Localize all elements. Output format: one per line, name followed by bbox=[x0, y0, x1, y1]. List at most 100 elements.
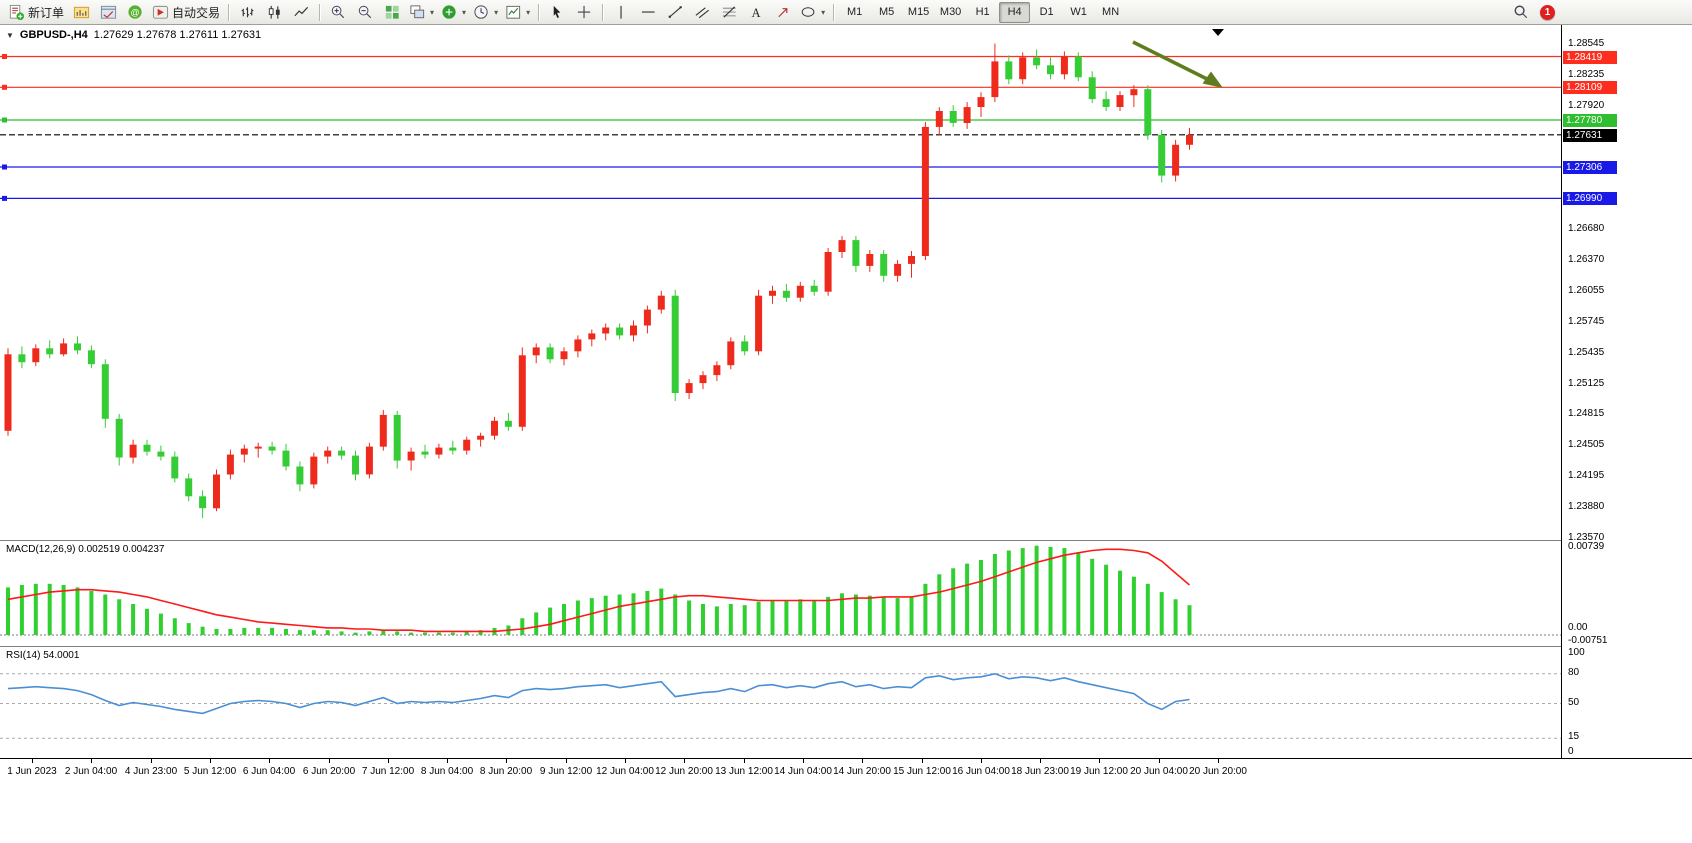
candle-body bbox=[87, 350, 95, 365]
time-tick bbox=[803, 759, 804, 763]
candle-body bbox=[1047, 65, 1054, 75]
candle-body bbox=[1158, 134, 1166, 176]
shapes-button[interactable]: ▾ bbox=[797, 1, 828, 23]
macd-bar bbox=[1076, 552, 1081, 635]
timeframe-mn[interactable]: MN bbox=[1102, 6, 1120, 18]
market-watch-button[interactable] bbox=[95, 1, 121, 23]
zoom-out-button[interactable] bbox=[352, 1, 378, 23]
charts-button[interactable] bbox=[68, 1, 94, 23]
timeframe-m15[interactable]: M15 bbox=[907, 6, 930, 18]
hline-anchor[interactable] bbox=[2, 164, 7, 170]
panel-separator[interactable] bbox=[0, 646, 1692, 647]
timeframe-m5[interactable]: M5 bbox=[878, 6, 895, 18]
toolbar-separator bbox=[602, 3, 604, 21]
timeframe-w1[interactable]: W1 bbox=[1070, 6, 1087, 18]
svg-text:A: A bbox=[751, 5, 760, 19]
hline-anchor[interactable] bbox=[2, 117, 7, 123]
macd-bar bbox=[923, 583, 928, 635]
templates-button[interactable]: ▾ bbox=[502, 1, 533, 23]
time-label: 15 Jun 12:00 bbox=[893, 766, 951, 777]
vertical-line-button[interactable] bbox=[608, 1, 634, 23]
candle-body bbox=[657, 295, 665, 310]
collapse-triangle-icon[interactable]: ▼ bbox=[6, 30, 14, 40]
hline-anchor[interactable] bbox=[2, 84, 7, 90]
macd-bar bbox=[770, 600, 775, 635]
candle-body bbox=[1005, 61, 1013, 80]
macd-bar bbox=[617, 594, 622, 635]
time-label: 12 Jun 04:00 bbox=[596, 766, 654, 777]
time-axis[interactable]: 1 Jun 2023 2 Jun 04:00 4 Jun 23:00 5 Jun 12… bbox=[0, 758, 1692, 783]
periods-button[interactable]: ▾ bbox=[470, 1, 501, 23]
new-order-button[interactable]: 新订单 bbox=[5, 1, 67, 23]
text-button[interactable]: A bbox=[743, 1, 769, 23]
time-label: 20 Jun 20:00 bbox=[1189, 766, 1247, 777]
timeframe-m1[interactable]: M1 bbox=[846, 6, 863, 18]
cascade-windows-button[interactable]: ▾ bbox=[406, 1, 437, 23]
trendline-button[interactable] bbox=[662, 1, 688, 23]
macd-bar bbox=[381, 630, 386, 635]
panel-separator[interactable] bbox=[0, 540, 1692, 541]
macd-bar bbox=[784, 600, 789, 635]
trend-arrow-head[interactable] bbox=[1202, 71, 1224, 89]
fibonacci-button[interactable] bbox=[716, 1, 742, 23]
autotrading-button[interactable]: 自动交易 bbox=[149, 1, 223, 23]
bar-chart-button[interactable] bbox=[234, 1, 260, 23]
candle-body bbox=[880, 254, 888, 276]
price-scale-label: 1.26055 bbox=[1568, 285, 1605, 296]
timeframe-h4[interactable]: H4 bbox=[999, 1, 1031, 23]
candle-body bbox=[1074, 56, 1082, 78]
candle-body bbox=[393, 414, 401, 461]
candle-body bbox=[101, 364, 109, 419]
candle-body bbox=[338, 450, 346, 456]
macd-bar bbox=[1173, 599, 1178, 635]
candle-body bbox=[852, 240, 860, 266]
tile-windows-button[interactable] bbox=[379, 1, 405, 23]
horizontal-line-button[interactable] bbox=[635, 1, 661, 23]
arrow-label-button[interactable] bbox=[770, 1, 796, 23]
time-label: 14 Jun 20:00 bbox=[833, 766, 891, 777]
macd-bar bbox=[1020, 548, 1025, 635]
timeframe-h1[interactable]: H1 bbox=[975, 6, 990, 18]
search-button[interactable] bbox=[1508, 1, 1534, 23]
macd-bar bbox=[1062, 548, 1067, 635]
candle-body bbox=[949, 111, 957, 123]
price-axis[interactable]: 1.28545 1.28235 1.27920 1.26680 1.26370 1.260… bbox=[1561, 25, 1692, 782]
macd-title: MACD(12,26,9) 0.002519 0.004237 bbox=[6, 544, 164, 555]
macd-bar bbox=[89, 590, 94, 635]
candle-body bbox=[921, 126, 929, 257]
candle-body bbox=[199, 496, 207, 509]
channel-button[interactable] bbox=[689, 1, 715, 23]
cursor-button[interactable] bbox=[544, 1, 570, 23]
candle-body bbox=[254, 446, 262, 449]
rsi-panel[interactable] bbox=[0, 646, 1561, 758]
channel-icon bbox=[695, 6, 709, 18]
macd-panel[interactable] bbox=[0, 540, 1561, 646]
candlestick-chart-button[interactable] bbox=[261, 1, 287, 23]
timeframe-d1[interactable]: D1 bbox=[1039, 6, 1054, 18]
zoom-in-button[interactable] bbox=[325, 1, 351, 23]
macd-bar bbox=[353, 632, 358, 635]
candle-body bbox=[129, 444, 137, 458]
time-label: 19 Jun 12:00 bbox=[1070, 766, 1128, 777]
hline-anchor[interactable] bbox=[2, 195, 7, 201]
community-button[interactable]: @ bbox=[122, 1, 148, 23]
candle-body bbox=[1033, 57, 1041, 66]
notification-badge[interactable]: 1 bbox=[1540, 4, 1555, 20]
rsi-scale-label: 15 bbox=[1568, 731, 1580, 742]
price-chart[interactable] bbox=[0, 25, 1561, 540]
timeframe-m30[interactable]: M30 bbox=[939, 6, 962, 18]
candle-body bbox=[4, 354, 12, 431]
hline-anchor[interactable] bbox=[2, 54, 7, 59]
trend-arrow[interactable] bbox=[1132, 40, 1212, 83]
line-chart-button[interactable] bbox=[288, 1, 314, 23]
time-label: 6 Jun 04:00 bbox=[242, 766, 296, 777]
rsi-title: RSI(14) 54.0001 bbox=[6, 650, 79, 661]
candle-body bbox=[1130, 89, 1138, 96]
crosshair-button[interactable] bbox=[571, 1, 597, 23]
candle-body bbox=[963, 107, 971, 123]
chevron-down-icon: ▾ bbox=[494, 7, 499, 17]
macd-bar bbox=[478, 630, 483, 635]
price-scale-label: 1.24505 bbox=[1568, 439, 1605, 450]
macd-bar bbox=[33, 583, 38, 635]
indicators-button[interactable]: ▾ bbox=[438, 1, 469, 23]
